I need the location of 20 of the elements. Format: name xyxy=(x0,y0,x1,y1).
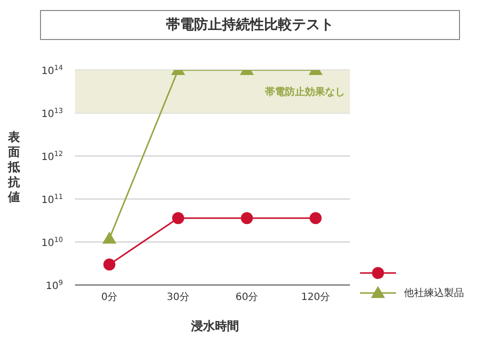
point xyxy=(102,232,116,244)
y-tick-label: 10$^{12}$ xyxy=(41,150,63,163)
y-tick-label: 10$^{14}$ xyxy=(41,64,64,77)
y-tick-label: 10$^{9}$ xyxy=(46,279,63,292)
x-tick-label: 30分 xyxy=(166,291,190,304)
point xyxy=(240,212,253,224)
band-label: 帯電防止効果なし xyxy=(265,86,345,98)
y-tick-label: 10$^{10}$ xyxy=(41,236,63,249)
x-tick-label: 60分 xyxy=(236,291,258,304)
y-tick-label: 10$^{13}$ xyxy=(41,107,63,120)
legend-label: 他社練込製品 xyxy=(404,286,464,300)
x-tick-label: 0分 xyxy=(101,291,118,304)
y-tick-label: 10$^{11}$ xyxy=(41,193,63,206)
x-tick-label: 120分 xyxy=(301,291,330,304)
point xyxy=(310,212,322,224)
chart-title: 帯電防止持続性比較テスト xyxy=(166,16,334,34)
y-axis-title: 表面抵抗値 xyxy=(6,130,21,205)
point xyxy=(103,258,116,270)
point xyxy=(172,212,184,224)
x-axis-title: 浸水時間 xyxy=(191,319,239,333)
